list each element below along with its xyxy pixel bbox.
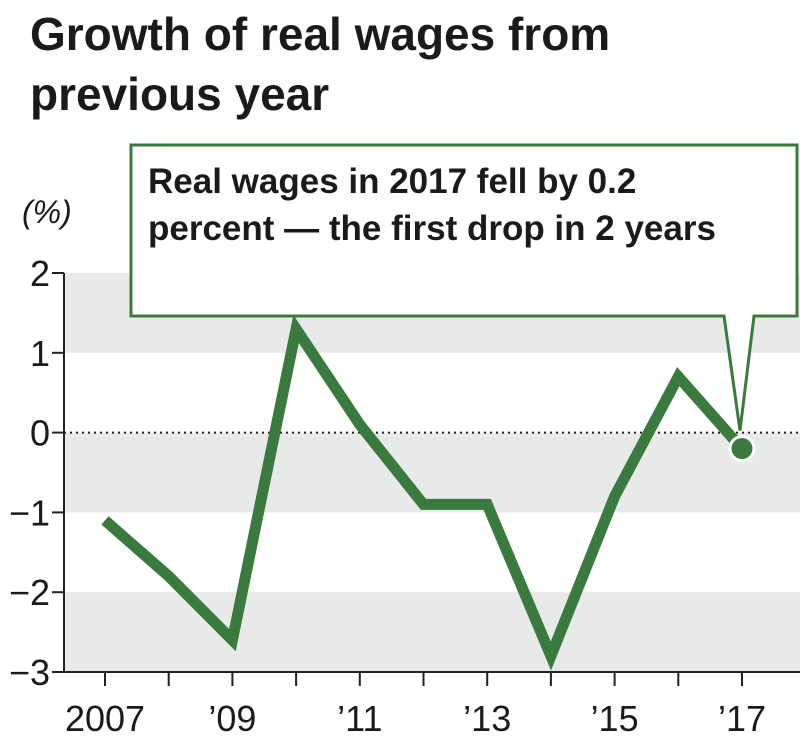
background-bands bbox=[64, 273, 800, 672]
y-axis: 2 1 0 −1 −2 −3 bbox=[9, 253, 65, 693]
x-tick-label: ’15 bbox=[591, 698, 639, 739]
x-axis: 2007 ’09 ’11 ’13 ’15 ’17 bbox=[64, 671, 800, 739]
x-tick-label: 2007 bbox=[65, 698, 145, 739]
y-tick-label: 1 bbox=[30, 333, 50, 374]
callout-box bbox=[129, 143, 799, 431]
callout-bubble bbox=[129, 143, 799, 431]
y-tick-label: −2 bbox=[9, 572, 50, 613]
x-tick-label: ’13 bbox=[463, 698, 511, 739]
y-tick-label: 0 bbox=[30, 413, 50, 454]
y-axis-unit-label: (%) bbox=[22, 194, 72, 230]
callout-text: Real wages in 2017 fell by 0.2 percent —… bbox=[148, 162, 716, 248]
y-tick-label: 2 bbox=[30, 253, 50, 294]
x-tick-label: ’09 bbox=[208, 698, 256, 739]
y-tick-label: −3 bbox=[9, 652, 50, 693]
data-series bbox=[101, 314, 756, 671]
chart-title: Growth of real wages from previous year bbox=[30, 8, 611, 120]
grid-band bbox=[64, 592, 800, 672]
series-line bbox=[101, 314, 747, 671]
x-tick-label: ’11 bbox=[337, 698, 382, 739]
highlight-point-marker bbox=[728, 435, 756, 463]
x-tick-label: ’17 bbox=[718, 698, 766, 739]
y-tick-label: −1 bbox=[9, 492, 50, 533]
